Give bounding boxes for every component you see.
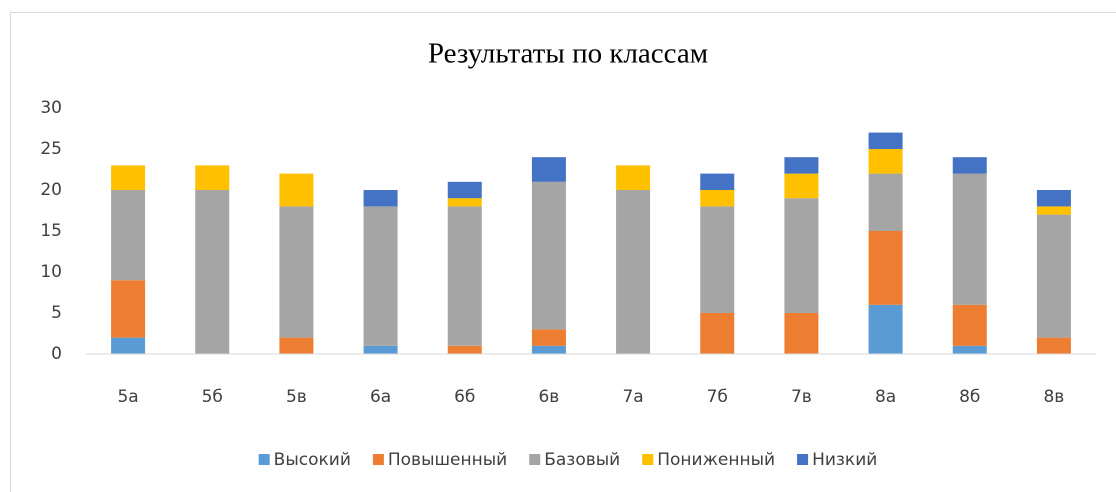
bar-segment — [447, 206, 482, 346]
y-tick-label: 20 — [40, 180, 62, 200]
legend-swatch — [797, 454, 809, 465]
bar-segment — [868, 304, 903, 354]
chart-title: Результаты по классам — [428, 38, 708, 70]
bar-segment — [1036, 190, 1071, 207]
bar-segment — [195, 165, 230, 190]
bar-segment — [1036, 214, 1071, 338]
y-tick-label: 10 — [40, 262, 62, 282]
bar-segment — [952, 157, 987, 174]
bar-segment — [111, 337, 146, 354]
x-tick-label: 6а — [370, 387, 391, 407]
x-tick-label: 6в — [538, 387, 559, 407]
bar-segment — [195, 190, 230, 354]
legend-swatch — [529, 454, 541, 465]
x-tick-label: 5а — [117, 387, 138, 407]
x-tick-label: 7а — [622, 387, 643, 407]
legend-label: Высокий — [274, 450, 351, 470]
bar-segment — [616, 190, 651, 354]
x-tick-label: 7в — [791, 387, 812, 407]
bar-segment — [784, 173, 819, 199]
bar-segment — [531, 157, 566, 182]
y-tick-label: 30 — [40, 98, 62, 118]
x-tick-label: 5в — [286, 387, 307, 407]
x-tick-label: 7б — [707, 387, 728, 407]
bar-segment — [447, 345, 482, 354]
legend-label: Базовый — [544, 450, 620, 470]
y-tick-label: 15 — [40, 221, 62, 241]
bar-segment — [531, 181, 566, 330]
bar-segment — [700, 206, 735, 313]
bar-segment — [868, 231, 903, 305]
x-tick-label: 6б — [454, 387, 475, 407]
bar-segment — [363, 206, 398, 346]
y-tick-label: 0 — [51, 344, 62, 364]
bar-segment — [952, 173, 987, 305]
bar-segment — [952, 345, 987, 354]
x-tick-label: 8б — [959, 387, 980, 407]
bar-segment — [279, 206, 314, 338]
bar-segment — [868, 149, 903, 174]
bar-segment — [616, 165, 651, 190]
x-tick-label: 8в — [1043, 387, 1064, 407]
bar-segment — [531, 345, 566, 354]
bar-segment — [363, 345, 398, 354]
y-tick-label: 5 — [51, 303, 62, 323]
bar-segment — [1036, 337, 1071, 354]
bar-segment — [531, 329, 566, 346]
y-tick-label: 25 — [40, 139, 62, 159]
bar-segment — [700, 313, 735, 354]
bar-segment — [700, 190, 735, 207]
bar-segment — [700, 173, 735, 190]
legend-swatch — [642, 454, 654, 465]
bar-segment — [868, 132, 903, 149]
x-tick-label: 8а — [875, 387, 896, 407]
x-tick-label: 5б — [202, 387, 223, 407]
chart-border — [10, 12, 1116, 492]
bar-segment — [447, 198, 482, 207]
bar-segment — [784, 313, 819, 354]
legend-label: Низкий — [812, 450, 877, 470]
bar-segment — [111, 190, 146, 281]
bar-segment — [784, 157, 819, 174]
bar-segment — [952, 304, 987, 346]
bar-segment — [1036, 206, 1071, 215]
bar-segment — [111, 280, 146, 338]
legend-swatch — [372, 454, 384, 465]
bar-segment — [111, 165, 146, 190]
bar-segment — [447, 181, 482, 199]
legend-label: Повышенный — [388, 450, 507, 470]
bar-segment — [363, 190, 398, 207]
legend-swatch — [258, 454, 270, 465]
legend-label: Пониженный — [657, 450, 775, 470]
bar-segment — [868, 173, 903, 231]
bar-segment — [279, 337, 314, 354]
bar-segment — [279, 173, 314, 207]
bar-segment — [784, 198, 819, 313]
